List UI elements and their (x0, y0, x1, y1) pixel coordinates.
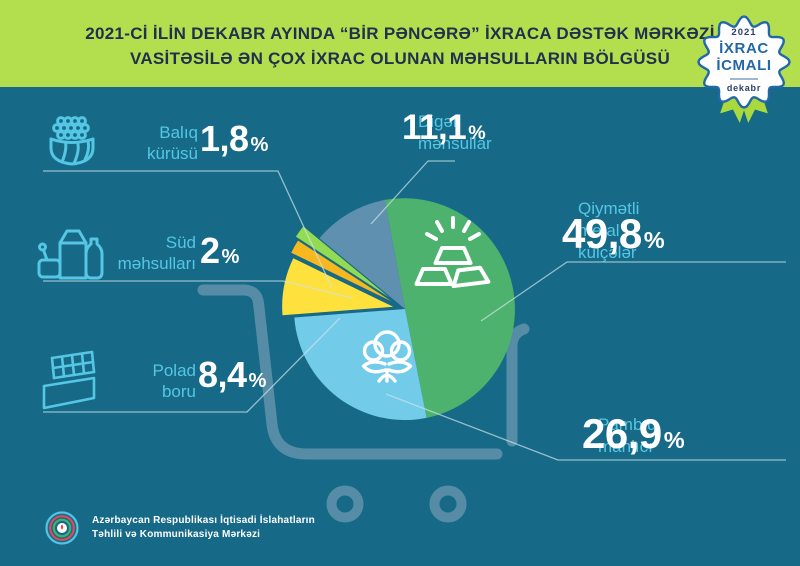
legend-value-steel-pipe: 8,4% (198, 354, 267, 395)
legend-label-other: Digər məhsullar (418, 112, 492, 153)
footer-org-name: Azərbaycan Respublikası İqtisadi İslahat… (92, 515, 315, 540)
caviar-icon (49, 116, 95, 166)
pie-slice-steel-pipe (282, 258, 394, 316)
page-title-line2: VASİTƏSİLƏ ƏN ÇOX İXRAC OLUNAN MƏHSULLAR… (129, 49, 671, 68)
legend-label-steel-pipe: Polad boru (152, 361, 196, 401)
legend-label-dairy: Süd məhsulları (117, 233, 196, 273)
legend-value-fish-caviar: 1,8% (200, 118, 269, 159)
legend-value-other: 11,1% (402, 108, 486, 147)
azerbaijan-emblem-icon (45, 511, 79, 545)
milk-icon (37, 229, 104, 280)
pie-slice-dairy (291, 240, 392, 302)
legend-label-cotton-lint: Pambıq mahlıcı (598, 415, 657, 456)
pie-slice-other (319, 199, 405, 309)
page-title-line1: 2021-Cİ İLİN DEKABR AYINDA “BİR PƏNCƏRƏ”… (85, 24, 715, 43)
title-banner: 2021-Cİ İLİN DEKABR AYINDA “BİR PƏNCƏRƏ”… (0, 0, 800, 87)
cart-front-wall (506, 323, 530, 447)
badge-title-line2: İCMALI (716, 57, 772, 74)
award-badge: 2021 İXRAC İCMALI dekabr (688, 4, 800, 128)
legend-item-other: 11,1% Digər məhsullar (402, 108, 492, 155)
leader-metal (480, 261, 786, 322)
badge-seal (697, 15, 791, 109)
legend-item-cotton-lint: 26,9% Pambıq mahlıcı (582, 408, 685, 458)
page-title: 2021-Cİ İLİN DEKABR AYINDA “BİR PƏNCƏRƏ”… (0, 0, 800, 71)
badge-seal-graphic (697, 15, 791, 123)
legend-item-dairy: Süd məhsulları 2% (30, 220, 290, 292)
badge-divider (730, 78, 758, 80)
legend-label-fish-caviar: Balıq kürüsü (146, 123, 198, 163)
badge-month: dekabr (726, 83, 762, 93)
footer: Azərbaycan Respublikası İqtisadi İslahat… (42, 508, 315, 548)
legend-value-dairy: 2% (200, 230, 240, 271)
pie-slice-cotton-lint (294, 309, 427, 421)
legend-label-precious-metal: Qiymətli metal külçələr (578, 199, 640, 262)
legend-value-cotton-lint: 26,9% (582, 410, 685, 457)
badge-year: 2021 (731, 27, 757, 38)
legend-item-fish-caviar: Balıq kürüsü 1,8% (40, 112, 290, 178)
cart-wheel-left (326, 485, 364, 523)
legend-item-steel-pipe: Polad boru 8,4% (34, 344, 294, 416)
cart-wheel-right (429, 485, 467, 523)
pie-slice-fish-caviar (295, 226, 389, 298)
legend-item-precious-metal: 49,8% Qiymətli metal külçələr (562, 198, 665, 264)
leader-other (370, 160, 455, 225)
cotton-icon (361, 330, 413, 383)
gold-bars-icon (414, 216, 491, 289)
legend-value-precious-metal: 49,8% (562, 210, 665, 257)
badge-title-line1: İXRAC (719, 40, 769, 57)
pie-slice-precious-metal (384, 198, 515, 418)
pipes-icon (42, 350, 96, 410)
